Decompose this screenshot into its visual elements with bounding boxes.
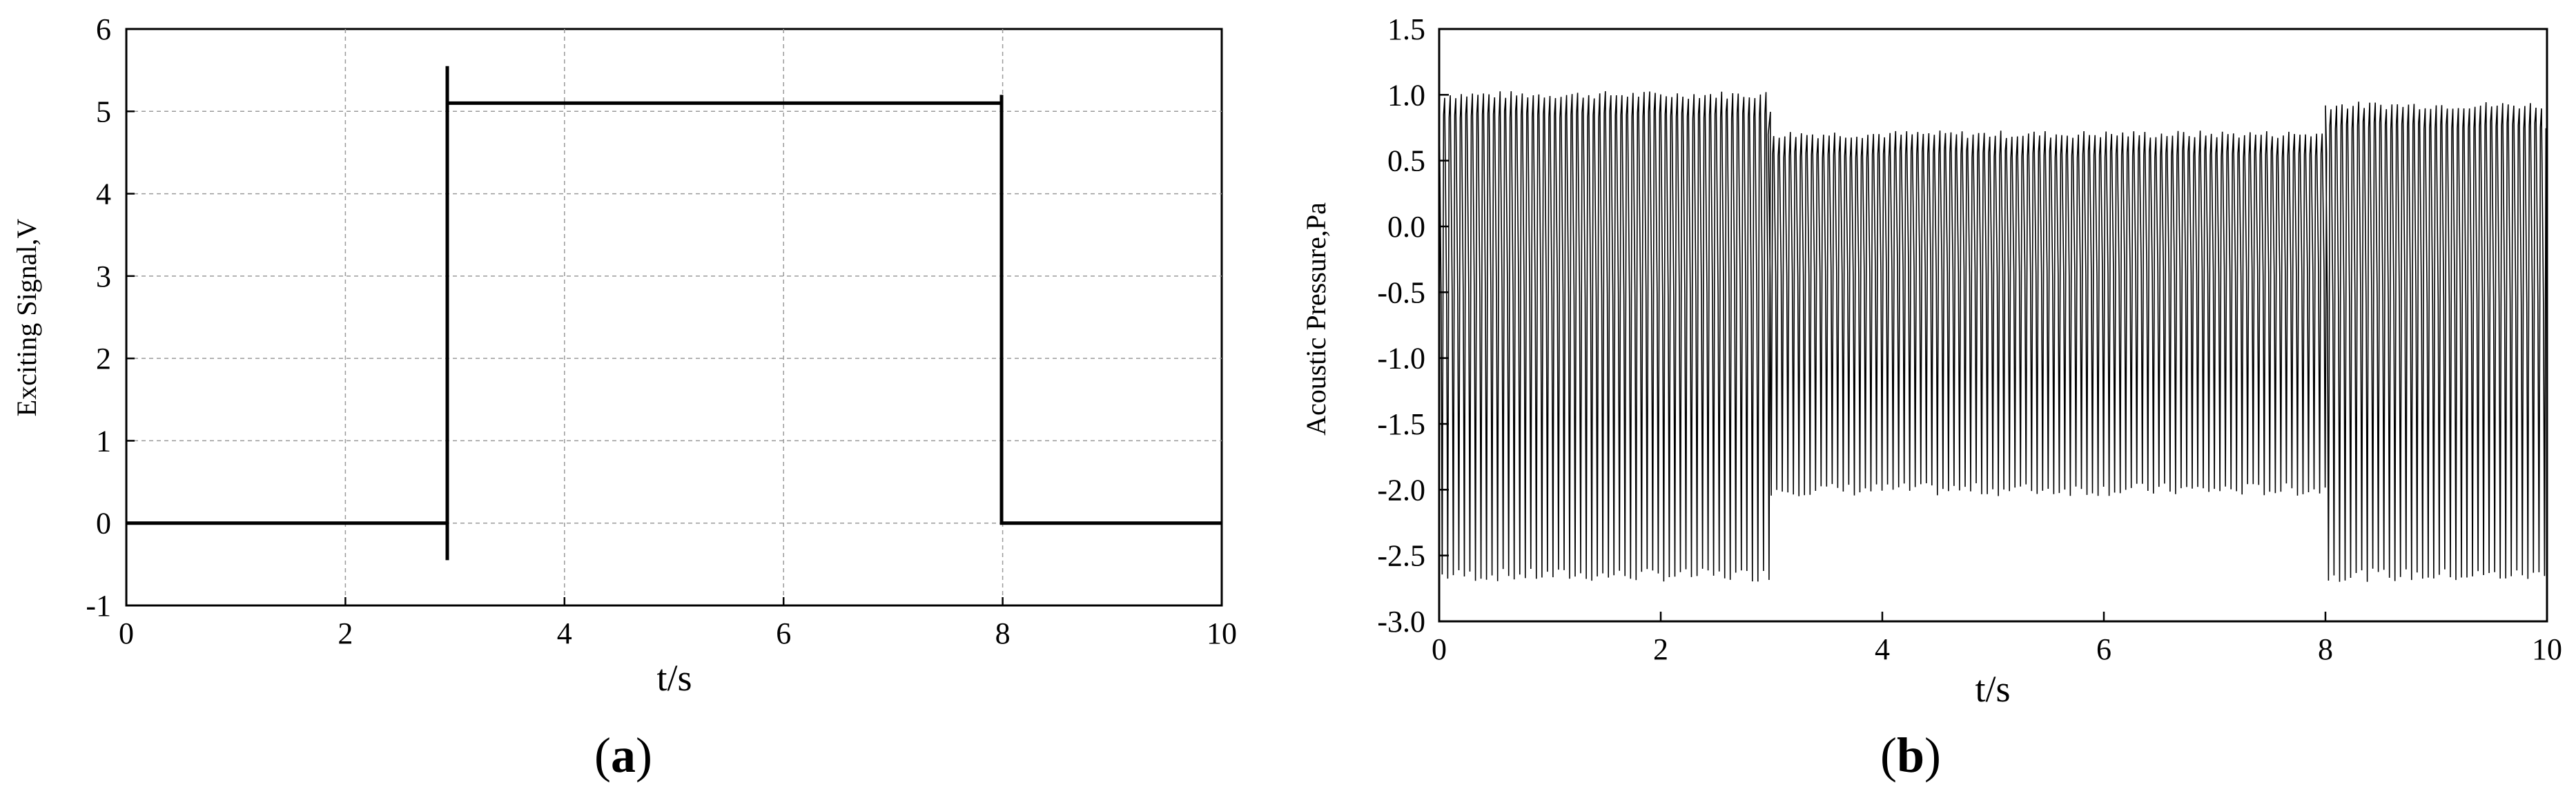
chart-b-plot-area — [1438, 28, 2548, 623]
chart-a-plot-area — [125, 28, 1223, 607]
chart-b-ytick-label: -1.0 — [1377, 342, 1425, 376]
chart-a-ytick-label: 3 — [96, 260, 111, 293]
chart-a-xtick-label: 6 — [776, 617, 791, 650]
chart-a-ylabel: Exciting Signal,V — [11, 219, 42, 417]
chart-b-xtick-label: 0 — [1432, 632, 1447, 666]
chart-a-ytick-label: 0 — [96, 507, 111, 541]
chart-b-ytick-label: -2.0 — [1377, 473, 1425, 507]
chart-b-ytick-label: 0.0 — [1387, 210, 1425, 244]
chart-a-ytick-label: 6 — [96, 12, 111, 46]
chart-a-y-ticks: -1 0 1 2 3 4 5 6 — [86, 12, 135, 623]
chart-a-xtick-label: 10 — [1207, 617, 1237, 650]
chart-b-ytick-label: -0.5 — [1377, 275, 1425, 309]
chart-a-panel-letter: a — [611, 728, 636, 783]
chart-b-xtick-label: 8 — [2318, 632, 2333, 666]
chart-a-ytick-label: 4 — [96, 177, 111, 211]
chart-b-xlabel: t/s — [1975, 668, 2010, 710]
chart-b-y-ticks: -3.0 -2.5 -2.0 -1.5 -1.0 -0.5 0.0 0.5 1.0 1.5 — [1377, 12, 1449, 639]
chart-b-panel-label: (b) — [1880, 728, 1941, 783]
chart-a-ytick-label: 5 — [96, 95, 111, 128]
chart-a-xlabel: t/s — [656, 657, 692, 699]
chart-b-xtick-label: 10 — [2532, 632, 2562, 666]
chart-b: -3.0 -2.5 -2.0 -1.5 -1.0 -0.5 0.0 0.5 1.0 1.5 0 2 4… — [1300, 12, 2562, 783]
chart-a-grid — [126, 29, 1222, 605]
chart-b-ytick-label: -1.5 — [1377, 407, 1425, 441]
chart-b-ytick-label: 1.5 — [1387, 12, 1425, 46]
chart-a-panel-label: (a) — [594, 728, 652, 783]
chart-a-x-ticks: 0 2 4 6 8 10 — [119, 597, 1237, 650]
chart-a-xtick-label: 0 — [119, 617, 134, 650]
chart-a-xtick-label: 4 — [557, 617, 572, 650]
chart-a-xtick-label: 8 — [995, 617, 1011, 650]
chart-b-series — [1438, 91, 2547, 582]
chart-b-ytick-label: 0.5 — [1387, 144, 1425, 178]
chart-b-series-line — [1438, 91, 2547, 582]
chart-b-ytick-label: -2.5 — [1377, 539, 1425, 573]
chart-b-xtick-label: 2 — [1653, 632, 1668, 666]
chart-b-ytick-label: 1.0 — [1387, 78, 1425, 112]
chart-a-series-line — [126, 66, 1222, 561]
chart-b-xtick-label: 6 — [2096, 632, 2111, 666]
chart-a-ytick-label: -1 — [86, 589, 111, 623]
chart-b-xtick-label: 4 — [1875, 632, 1890, 666]
chart-a-series — [126, 66, 1222, 561]
chart-a-xtick-label: 2 — [338, 617, 353, 650]
chart-a-ytick-label: 2 — [96, 342, 111, 376]
chart-b-ytick-label: -3.0 — [1377, 605, 1425, 639]
chart-b-x-ticks: 0 2 4 6 8 10 — [1432, 612, 2562, 666]
chart-a-ytick-label: 1 — [96, 424, 111, 458]
chart-b-ylabel: Acoustic Pressure,Pa — [1300, 202, 1331, 436]
chart-b-panel-letter: b — [1897, 728, 1924, 783]
